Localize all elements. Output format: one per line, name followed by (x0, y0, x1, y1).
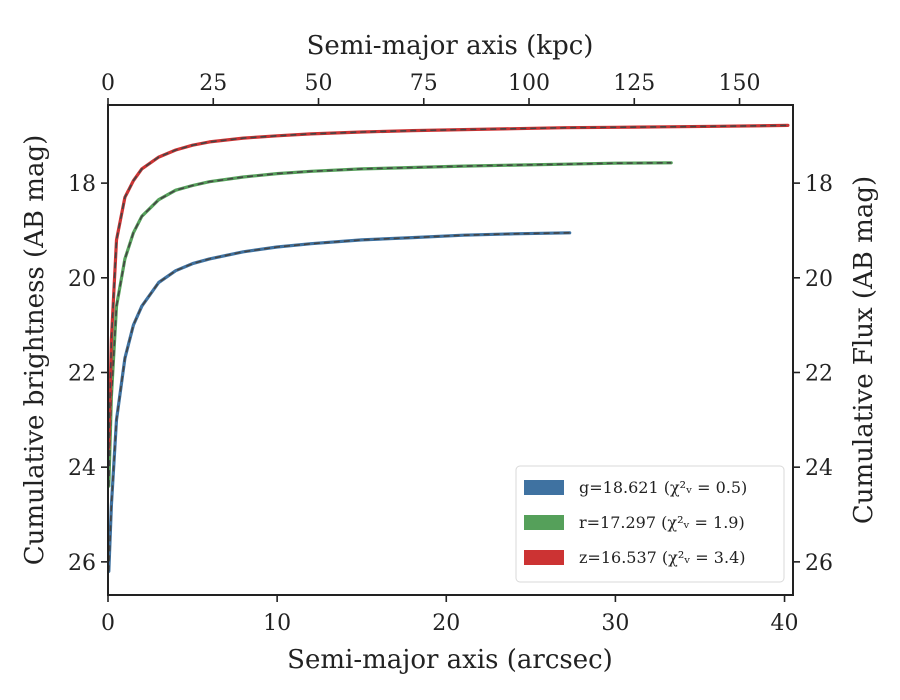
top-x-tick-label: 125 (613, 71, 655, 96)
top-x-tick-label: 75 (410, 71, 438, 96)
x-tick-label: 10 (263, 611, 291, 636)
top-x-tick-label: 100 (508, 71, 550, 96)
x-axis-title: Semi-major axis (arcsec) (287, 645, 613, 675)
y-tick-label: 22 (68, 361, 96, 386)
x-tick-label: 20 (432, 611, 460, 636)
curves-layer (107, 123, 790, 573)
y-tick-label: 18 (68, 172, 96, 197)
top-x-tick-label: 50 (305, 71, 333, 96)
legend-label: g=18.621 (χ²ᵥ = 0.5) (579, 478, 747, 497)
model-fit-line-r (108, 162, 672, 487)
legend-box (515, 465, 785, 583)
y-tick-label: 26 (68, 551, 96, 576)
right-y-tick-label: 20 (805, 267, 833, 292)
top-x-tick-label: 0 (101, 71, 115, 96)
legend: g=18.621 (χ²ᵥ = 0.5) r=17.297 (χ²ᵥ = 1.9)… (515, 465, 785, 583)
top-x-tick-label: 150 (719, 71, 761, 96)
right-y-tick-label: 26 (805, 551, 833, 576)
legend-label: z=16.537 (χ²ᵥ = 3.4) (579, 548, 745, 567)
legend-swatch-z (524, 550, 564, 565)
top-x-axis-title: Semi-major axis (kpc) (307, 31, 594, 61)
legend-swatch-r (524, 515, 564, 530)
y-axis-title: Cumulative brightness (AB mag) (20, 135, 50, 566)
right-y-tick-label: 22 (805, 361, 833, 386)
y-tick-label: 20 (68, 267, 96, 292)
y-tick-label: 24 (68, 456, 96, 481)
legend-swatch-g (524, 480, 564, 495)
legend-label: r=17.297 (χ²ᵥ = 1.9) (579, 513, 745, 532)
model-fit-line-z (108, 124, 788, 449)
plot-frame (107, 104, 794, 596)
ticks-layer: 0 10 20 30 40 0 25 50 75 100 125 150 18 18 20 20 22 22 24 2… (68, 71, 833, 636)
right-y-tick-label: 18 (805, 172, 833, 197)
right-y-axis-title: Cumulative Flux (AB mag) (849, 176, 879, 524)
top-x-tick-label: 25 (199, 71, 227, 96)
x-tick-label: 0 (101, 611, 115, 636)
model-fit-line-g (108, 232, 570, 572)
x-tick-label: 40 (771, 611, 799, 636)
x-tick-label: 30 (601, 611, 629, 636)
right-y-tick-label: 24 (805, 456, 833, 481)
